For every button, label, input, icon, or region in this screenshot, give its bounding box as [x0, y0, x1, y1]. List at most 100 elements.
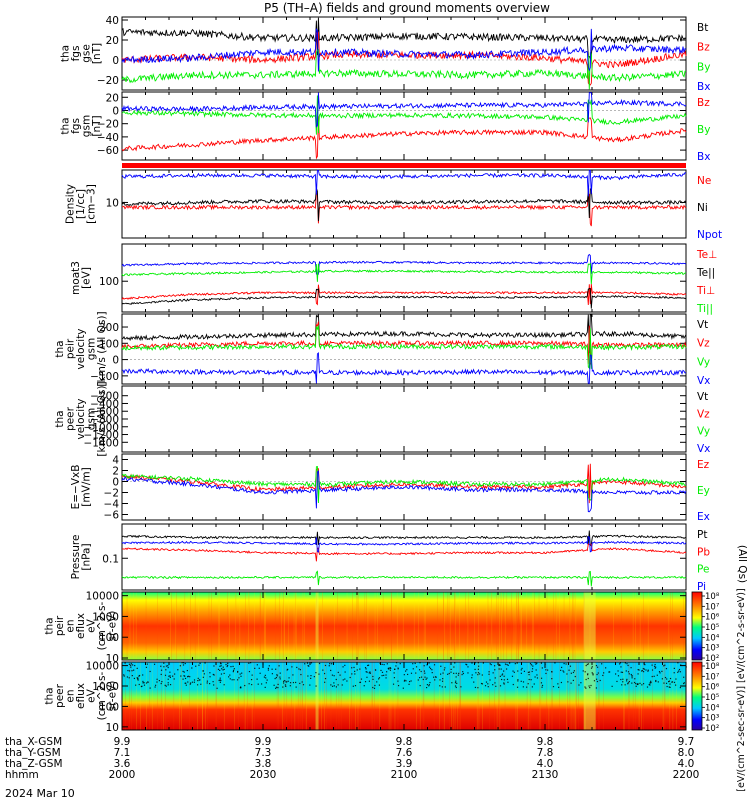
spectrogram-speckle	[513, 671, 515, 673]
legend-vz: Vz	[697, 408, 710, 420]
spectrogram-speckle	[645, 669, 647, 671]
legend-pt: Pt	[697, 529, 707, 541]
spectrogram-speckle	[364, 681, 367, 683]
spectrogram-speckle	[167, 678, 169, 680]
legend-bz: Bz	[697, 42, 710, 54]
spectrogram-speckle	[169, 671, 171, 673]
spectrogram-speckle	[180, 675, 182, 677]
spectrogram-speckle	[678, 668, 681, 671]
y-tick-label: −4	[104, 499, 120, 511]
spectrogram-speckle	[202, 676, 204, 678]
spectrogram-speckle	[283, 680, 285, 682]
spectrogram-speckle	[565, 663, 567, 665]
spectrogram-speckle	[133, 677, 135, 680]
spectrogram-speckle	[642, 668, 644, 670]
spectrogram-speckle	[431, 672, 433, 674]
spectrogram-speckle	[275, 668, 277, 670]
panel-frame	[121, 385, 687, 453]
series-peir-velocity-vt	[121, 312, 687, 354]
y-axis-label-line: velocity	[75, 398, 87, 439]
spectrogram-speckle	[226, 664, 229, 667]
spectrogram-speckle	[199, 662, 201, 665]
spectrogram-speckle	[167, 682, 169, 684]
legend-ni: Ni	[697, 202, 708, 214]
y-tick-label: 0.1	[102, 553, 119, 565]
spectrogram-speckle	[212, 681, 214, 683]
spectrogram-speckle	[393, 672, 395, 674]
spectrogram-speckle	[131, 670, 133, 672]
spectrogram-speckle	[368, 680, 371, 682]
legend-te: Te⊥	[696, 249, 717, 261]
y-axis-label-line: tha	[44, 617, 56, 634]
spectrogram-speckle	[403, 680, 406, 682]
legend-pe: Pe	[697, 564, 709, 576]
spectrogram-speckle	[189, 676, 191, 678]
y-axis-label-line: en	[65, 619, 77, 632]
spectrogram-speckle	[655, 680, 657, 683]
spectrogram-speckle	[232, 671, 234, 673]
y-tick-label: −20	[97, 119, 119, 131]
spectrogram-speckle	[560, 666, 563, 669]
y-axis-label-line: gsm	[86, 408, 98, 430]
spectrogram-speckle	[138, 674, 141, 677]
spectrogram-speckle	[627, 683, 629, 685]
spectrogram-speckle	[310, 674, 312, 677]
spectrogram-speckle	[364, 667, 367, 669]
spectrogram-speckle	[285, 681, 287, 683]
y-tick-label: 2	[112, 466, 119, 478]
spectrogram-event	[315, 592, 319, 660]
spectrogram-speckle	[203, 673, 205, 675]
spectrogram-speckle	[501, 678, 503, 681]
spectrogram-speckle	[135, 684, 137, 686]
spectrogram-speckle	[341, 684, 343, 686]
y-tick-label: 100	[99, 276, 119, 288]
spectrogram-speckle	[440, 665, 442, 667]
spectrogram-speckle	[669, 683, 671, 685]
series-fgs-gsm-bx	[121, 92, 687, 128]
spectrogram-speckle	[620, 678, 622, 681]
spectrogram-speckle	[351, 673, 353, 675]
spectrogram-speckle	[489, 663, 491, 665]
spectrogram-speckle	[223, 684, 225, 686]
spectrogram-speckle	[267, 669, 270, 671]
spectrogram-speckle	[633, 681, 636, 684]
spectrogram-speckle	[160, 669, 163, 671]
spectrogram-speckle	[248, 662, 250, 664]
colorbar-tick-label: 10²	[705, 724, 719, 734]
spectrogram-speckle	[328, 665, 330, 667]
spectrogram-speckle	[169, 675, 171, 677]
spectrogram-speckle	[220, 679, 222, 682]
spectrogram-speckle	[665, 682, 668, 684]
spectrogram-speckle	[227, 662, 229, 665]
spectrogram-speckle	[442, 672, 444, 674]
spectrogram-speckle	[617, 670, 619, 672]
series-fgs-gse-bx	[121, 28, 687, 72]
spectrogram-speckle	[414, 662, 416, 665]
legend-ne: Ne	[697, 175, 711, 187]
spectrogram-speckle	[282, 682, 285, 684]
spectrogram-speckle	[661, 670, 663, 672]
colorbar-tick-label: 10⁸	[705, 592, 720, 602]
spectrogram-speckle	[474, 668, 476, 671]
spectrogram-speckle	[241, 672, 243, 674]
spectrogram-speckle	[330, 669, 332, 672]
colorbar-tick-label: 10⁷	[705, 672, 720, 682]
spectrogram-speckle	[465, 663, 467, 665]
x-row-label: tha_Y-GSM	[5, 747, 61, 759]
legend-vx: Vx	[697, 375, 710, 387]
spectrogram-speckle	[654, 663, 656, 666]
spectrogram-speckle	[230, 666, 232, 668]
y-axis-label-line: E=−VxB	[70, 465, 82, 510]
spectrogram-speckle	[133, 669, 135, 671]
y-axis-label: moat3[eV]	[70, 261, 93, 295]
y-axis-label: thapeervelocitygsm[km/s (All Qs)]	[54, 381, 108, 456]
spectrogram-speckle	[461, 673, 463, 676]
y-tick-label: 10000	[86, 591, 119, 603]
colorbar-tick-label: 10⁸	[705, 662, 720, 672]
y-tick-label: 100	[99, 632, 119, 644]
spectrogram-speckle	[420, 670, 422, 673]
spectrogram-speckle	[588, 685, 590, 687]
spectrogram-speckle	[646, 686, 649, 688]
spectrogram-speckle	[512, 670, 514, 672]
y-axis-label-line: peer	[54, 683, 66, 708]
